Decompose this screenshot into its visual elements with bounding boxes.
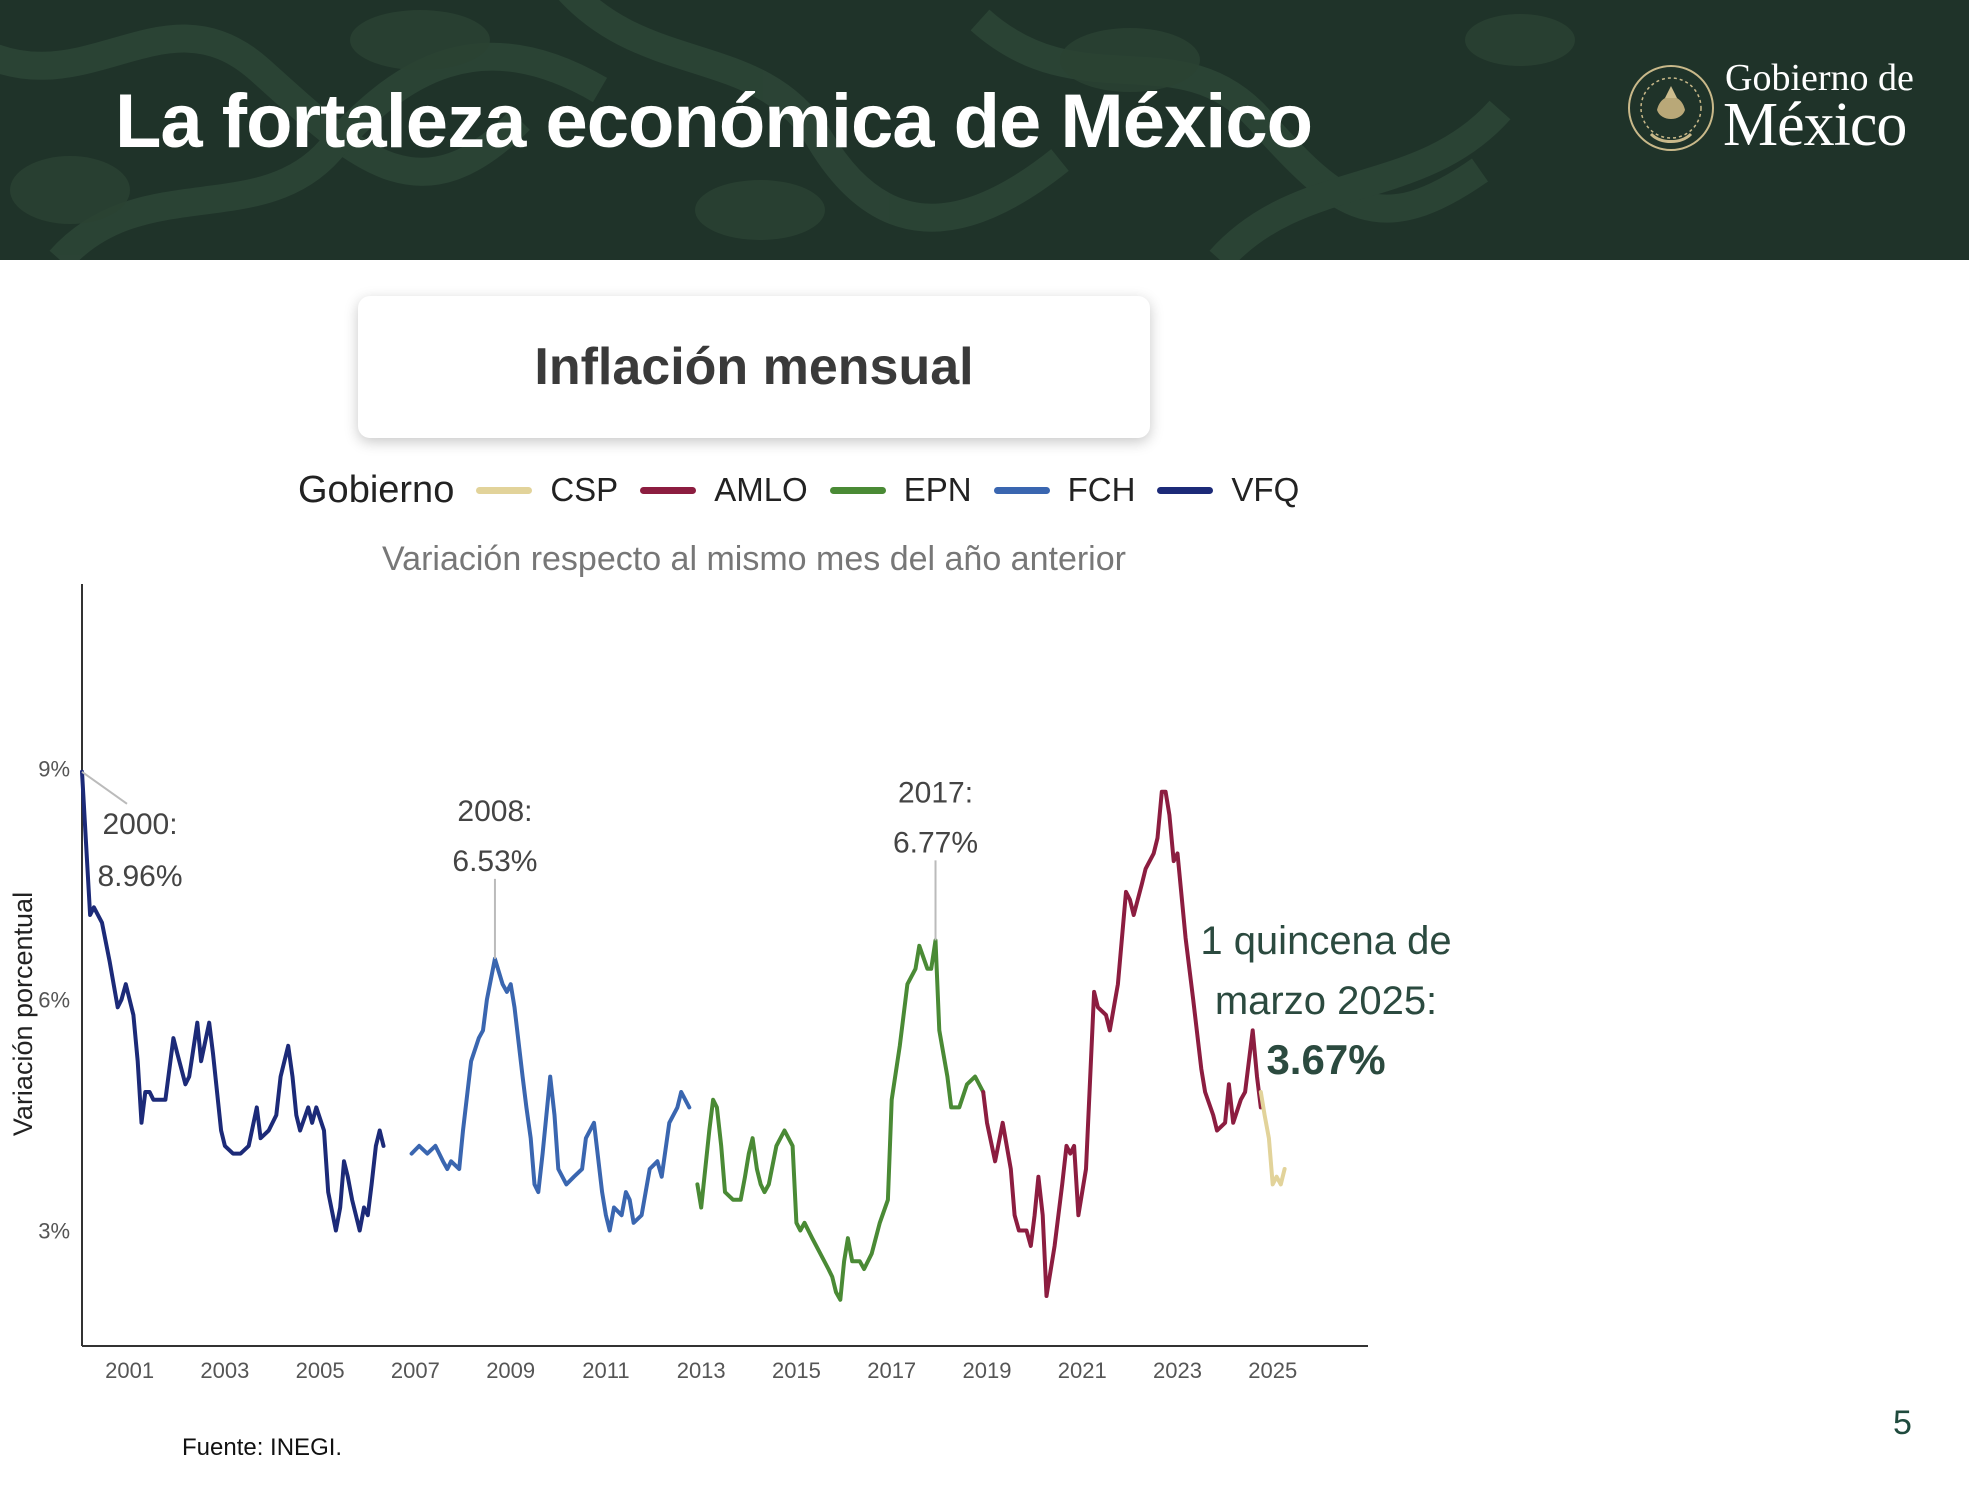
legend-item-csp: CSP [476, 471, 618, 509]
header-banner: La fortaleza económica de México Gobiern… [0, 0, 1969, 260]
y-tick-label: 6% [38, 988, 70, 1013]
inflation-chart: Variación respecto al mismo mes del año … [8, 540, 1452, 1383]
legend-swatch-amlo [640, 486, 697, 494]
legend-item-vfq: VFQ [1157, 471, 1299, 509]
page-title: La fortaleza económica de México [115, 79, 1313, 164]
legend-label-epn: EPN [903, 471, 972, 508]
peak-annotations: 2000: 8.96% 2008: 6.53% 2017: 6.77% [81, 770, 978, 959]
legend-item-fch: FCH [993, 471, 1136, 509]
annotation-year: 2017: [898, 776, 973, 809]
series-lines [80, 769, 1287, 1302]
x-tick-label: 2023 [1153, 1358, 1202, 1383]
x-tick-label: 2003 [200, 1358, 249, 1383]
callout-line1: 1 quincena de [1200, 919, 1451, 963]
page-number: 5 [1893, 1404, 1912, 1442]
annotation-value: 6.77% [893, 826, 978, 859]
series-line-epn [695, 938, 986, 1302]
legend-item-amlo: AMLO [640, 471, 808, 509]
legend-label-amlo: AMLO [714, 471, 808, 508]
gobierno-logo: Gobierno de México [1625, 48, 1925, 178]
logo-text-gobierno: Gobierno de [1725, 57, 1914, 99]
header-decoration [0, 0, 1575, 260]
x-tick-label: 2019 [962, 1358, 1011, 1383]
national-seal-icon [1628, 65, 1714, 151]
chart-subtitle: Variación respecto al mismo mes del año … [382, 540, 1126, 578]
x-tick-label: 2011 [582, 1358, 629, 1383]
annotation-value: 8.96% [97, 860, 182, 893]
legend-title: Gobierno [298, 468, 455, 511]
source-footnote: Fuente: INEGI. [182, 1434, 343, 1461]
x-tick-label: 2015 [772, 1358, 821, 1383]
series-line-fch [409, 956, 692, 1233]
latest-value-callout: 1 quincena de marzo 2025: 3.67% [1200, 919, 1451, 1083]
legend-swatch-fch [993, 486, 1050, 494]
legend-label-csp: CSP [550, 471, 619, 508]
callout-value: 3.67% [1266, 1036, 1385, 1083]
annotation-leader-line [81, 770, 128, 805]
y-tick-label: 9% [38, 757, 70, 782]
chart-title: Inflación mensual [534, 338, 974, 396]
annotation-year: 2008: [457, 795, 532, 828]
x-tick-label: 2017 [867, 1358, 916, 1383]
legend-label-fch: FCH [1067, 471, 1136, 508]
x-tick-labels: 2001 2003 2005 2007 2009 2011 2013 2015 2017 2019… [105, 1358, 1297, 1383]
series-line-amlo [981, 789, 1263, 1298]
chart-legend: Gobierno CSP AMLO EPN FCH VFQ [298, 462, 1321, 518]
logo-text-mexico: México [1723, 91, 1907, 159]
annotation-value: 6.53% [452, 845, 537, 878]
legend-item-epn: EPN [829, 471, 972, 509]
legend-label-vfq: VFQ [1231, 471, 1300, 508]
x-tick-label: 2005 [296, 1358, 345, 1383]
x-tick-label: 2001 [105, 1358, 154, 1383]
series-line-vfq [80, 769, 386, 1233]
callout-line2: marzo 2025: [1215, 979, 1437, 1023]
legend-swatch-vfq [1157, 486, 1214, 494]
y-tick-labels: 3% 6% 9% [38, 757, 70, 1244]
legend-swatch-csp [476, 486, 533, 494]
annotation-year: 2000: [102, 808, 177, 841]
x-tick-label: 2021 [1058, 1358, 1107, 1383]
x-tick-label: 2007 [391, 1358, 440, 1383]
chart-title-card: Inflación mensual [358, 296, 1150, 438]
legend-swatch-epn [829, 486, 886, 494]
x-tick-label: 2025 [1248, 1358, 1297, 1383]
y-axis-label: Variación porcentual [8, 892, 38, 1136]
series-line-csp [1258, 1090, 1287, 1187]
y-tick-label: 3% [38, 1219, 70, 1244]
x-tick-label: 2013 [677, 1358, 726, 1383]
x-tick-label: 2009 [486, 1358, 535, 1383]
